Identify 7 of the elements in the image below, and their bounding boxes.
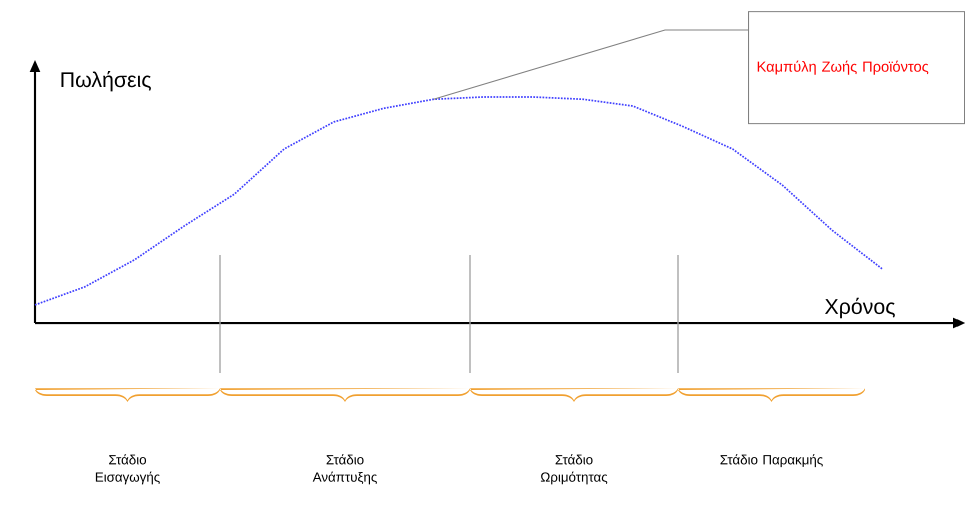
x-axis-title: Χρόνος (824, 298, 895, 318)
text: Στάδιο Παρακμής (720, 454, 823, 468)
text: Στάδιο Ωριμότητας (540, 454, 608, 484)
y-axis-title: Πωλήσεις (61, 70, 151, 92)
text: Στάδιο Ανάπτυξης (312, 454, 377, 484)
text: Στάδιο Εισαγωγής (96, 454, 160, 484)
text: Καμπύλη Ζωής Προϊόντος (758, 60, 928, 75)
